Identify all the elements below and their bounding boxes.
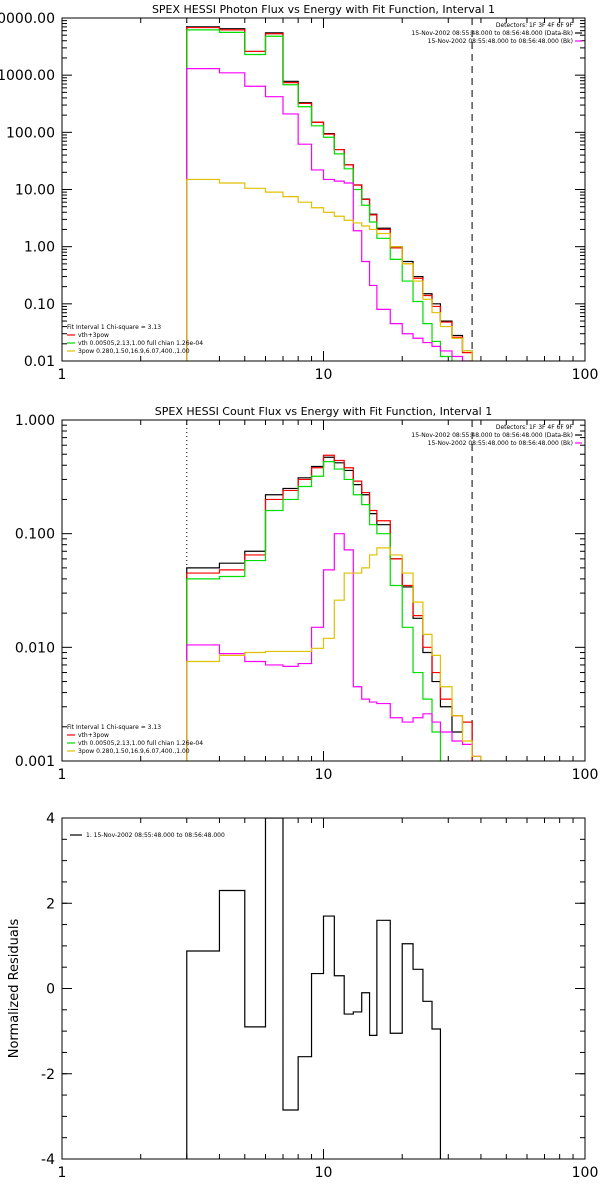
chart-panel-2: SPEX HESSI Count Flux vs Energy with Fit…: [15, 405, 599, 783]
y-tick-label: 0: [46, 982, 55, 998]
y-tick-label: 0.001: [15, 754, 55, 770]
y-tick-label: 0.010: [15, 640, 55, 656]
plot-frame: [61, 817, 586, 1160]
legend-bottom-text: 3pow 0.280,1.50,16.9,6.07,400.,1.00: [78, 748, 190, 755]
y-tick-label: 10.00: [15, 183, 55, 199]
series-line-3: [186, 461, 442, 761]
y-tick-label: 100.00: [6, 125, 55, 141]
chart-panel-1: SPEX HESSI Photon Flux vs Energy with Fi…: [0, 3, 598, 383]
y-tick-label: 10000.00: [0, 11, 55, 27]
series-group: [186, 818, 442, 1159]
legend-top-text: 15-Nov-2002 08:55:48.000 to 08:56:48.000…: [411, 432, 573, 439]
chart-title: SPEX HESSI Count Flux vs Energy with Fit…: [155, 405, 492, 418]
legend-top-text: Detectors: 1F 3F 4F 6F 9F: [496, 424, 574, 431]
legend-bottom-text: Fit Interval 1 Chi-square = 3.13: [67, 324, 161, 331]
series-line-1: [186, 26, 473, 361]
y-tick-label: 1.00: [24, 240, 55, 256]
series-group: [186, 26, 473, 361]
legend-bottom-text: vth 0.00505,2.13,1.00 full chian 1.26e-0…: [78, 340, 203, 347]
legend-bottom-text: vth+3pow: [78, 332, 109, 339]
plot-frame: [61, 17, 586, 362]
y-axis-label: Normalized Residuals: [7, 919, 22, 1059]
y-tick-label: 0.100: [15, 527, 55, 543]
chart-panel-3: Normalized Residuals 1 10 100 -4 -2 0 2 4 1. 15-N…: [7, 811, 599, 1181]
x-tick-label: 1: [58, 767, 67, 783]
series-line-2: [186, 454, 473, 761]
x-tick-label: 10: [315, 367, 333, 383]
y-tick-label: 4: [46, 811, 55, 827]
y-tick-label: -2: [41, 1067, 55, 1083]
y-tick-label: 0.10: [24, 297, 55, 313]
series-line-5: [186, 178, 473, 361]
series-line-5: [186, 547, 482, 761]
legend-bottom-text: vth+3pow: [78, 732, 109, 739]
y-tick-label: 2: [46, 896, 55, 912]
y-tick-label: -4: [41, 1152, 55, 1168]
x-tick-label: 100: [572, 367, 599, 383]
plot-frame: [61, 419, 586, 762]
legend-bottom-text: Fit Interval 1 Chi-square = 3.13: [67, 724, 161, 731]
series-line-4: [186, 533, 482, 761]
y-tick-label: 1.000: [15, 413, 55, 429]
legend-top-text: Detectors: 1F 3F 4F 6F 9F: [496, 22, 574, 29]
y-tick-label: 0.01: [24, 354, 55, 370]
series-line-3: [186, 29, 453, 361]
x-tick-label: 100: [572, 1165, 599, 1181]
legend-bottom-text: vth 0.00505,2.13,1.00 full chian 1.26e-0…: [78, 740, 203, 747]
series-line-1: [186, 818, 442, 1159]
x-tick-label: 100: [572, 767, 599, 783]
series-group: [186, 454, 482, 761]
legend-bottom-text: 3pow 0.280,1.50,16.9,6.07,400.,1.00: [78, 348, 190, 355]
legend-text: 1. 15-Nov-2002 08:55:48.000 to 08:56:48.…: [86, 832, 225, 839]
chart-title: SPEX HESSI Photon Flux vs Energy with Fi…: [152, 3, 495, 16]
legend-top-text: 15-Nov-2002 08:55:48.000 to 08:56:48.000…: [411, 30, 573, 37]
x-tick-label: 10: [315, 1165, 333, 1181]
legend-top-text: 15-Nov-2002 08:55:48.000 to 08:56:48.000…: [428, 38, 573, 45]
x-tick-label: 1: [58, 367, 67, 383]
series-line-1: [186, 456, 473, 761]
series-line-4: [186, 68, 473, 361]
y-tick-label: 1000.00: [0, 68, 55, 84]
x-tick-label: 1: [58, 1165, 67, 1181]
series-line-2: [186, 26, 473, 361]
legend-top-text: 15-Nov-2002 08:55:48.000 to 08:56:48.000…: [428, 440, 573, 447]
x-tick-label: 10: [315, 767, 333, 783]
